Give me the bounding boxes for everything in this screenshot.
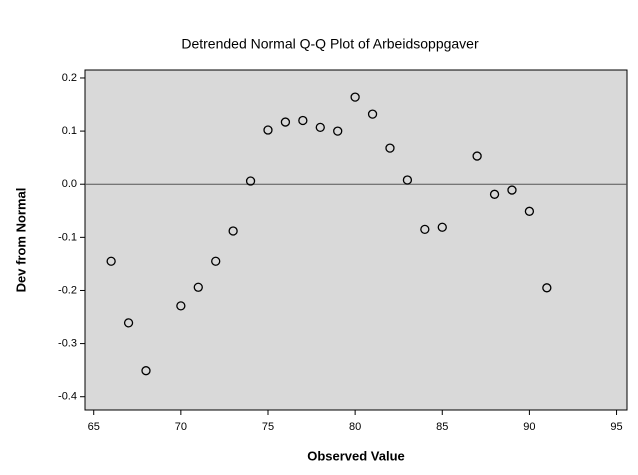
point: [437, 222, 447, 232]
point: [542, 283, 552, 293]
x-tick-label: 90: [523, 421, 535, 433]
x-tick-label: 85: [436, 421, 448, 433]
point: [524, 206, 535, 216]
chart-title: Detrended Normal Q-Q Plot of Arbeidsoppg…: [181, 36, 479, 52]
point: [367, 109, 378, 119]
point: [211, 256, 221, 266]
point: [489, 189, 500, 199]
x-tick-label: 95: [610, 421, 622, 433]
point: [385, 143, 395, 153]
point: [298, 115, 308, 126]
point: [350, 92, 360, 102]
y-tick-label: 0.1: [62, 125, 77, 137]
x-tick-label: 80: [349, 421, 361, 433]
y-tick-label: -0.2: [58, 284, 77, 296]
point: [193, 282, 203, 292]
point: [507, 185, 517, 195]
x-tick-label: 70: [175, 421, 187, 433]
y-tick-label: 0.0: [62, 178, 77, 190]
y-axis-label: Dev from Normal: [13, 188, 28, 293]
x-axis-label: Observed Value: [307, 448, 405, 463]
point: [176, 301, 186, 311]
y-tick-label: -0.4: [58, 391, 77, 403]
point: [263, 125, 273, 135]
point: [280, 117, 291, 127]
point: [228, 226, 238, 236]
point: [106, 256, 116, 266]
point: [472, 151, 482, 161]
plot-area: [84, 69, 628, 411]
point: [245, 176, 256, 186]
y-tick-label: -0.1: [58, 231, 77, 243]
x-tick-label: 65: [88, 421, 100, 433]
y-tick-label: -0.3: [58, 338, 77, 350]
point: [402, 175, 413, 185]
point: [315, 122, 325, 133]
point: [333, 126, 343, 136]
point: [141, 366, 151, 376]
x-tick-label: 75: [262, 421, 274, 433]
point: [123, 318, 134, 328]
point: [420, 224, 430, 235]
y-tick-label: 0.2: [62, 72, 77, 84]
